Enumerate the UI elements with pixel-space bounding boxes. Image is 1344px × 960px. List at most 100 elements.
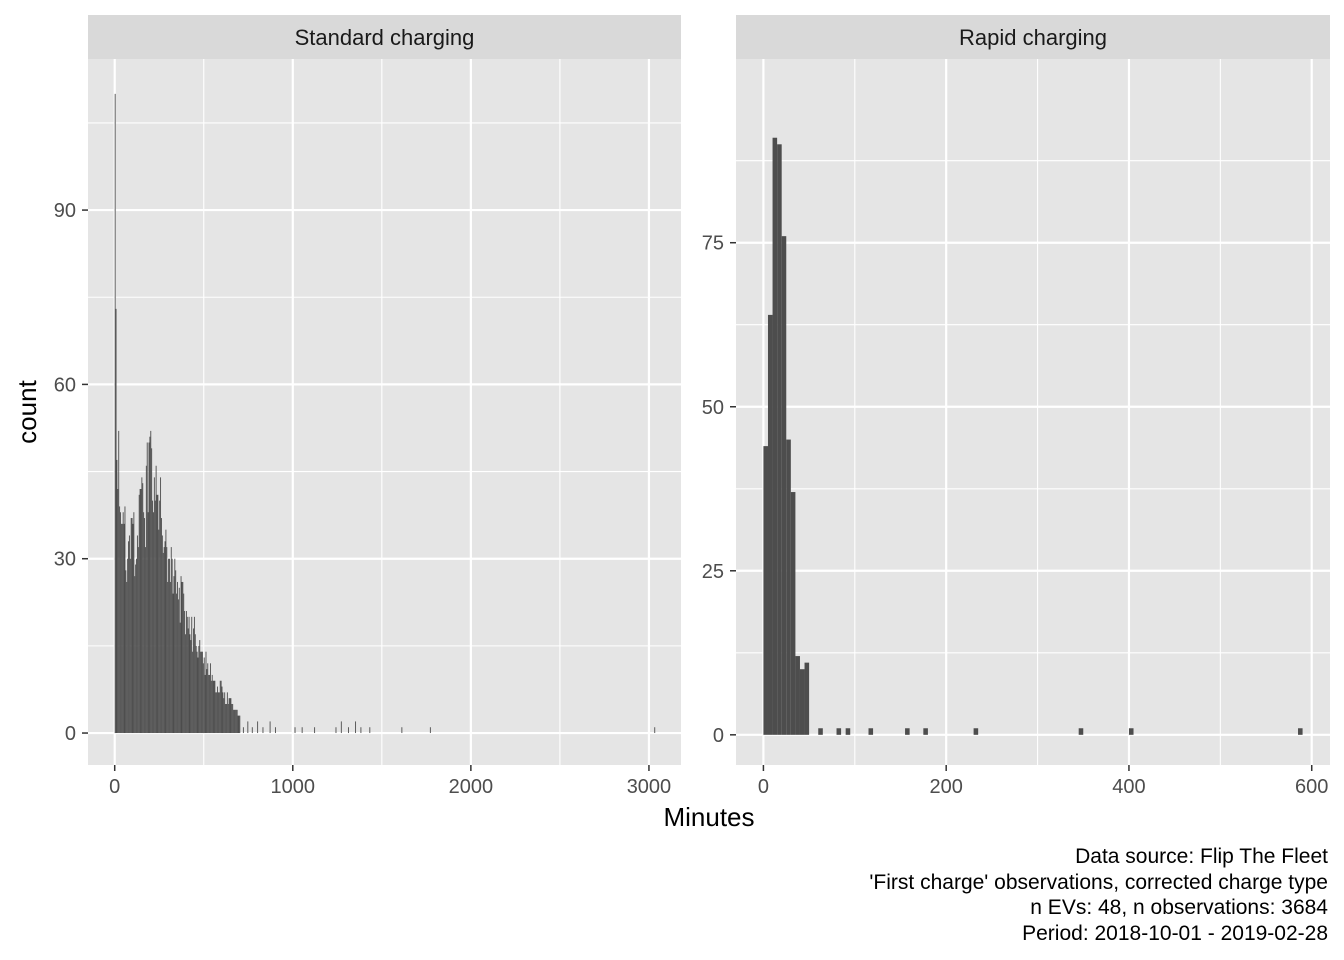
histogram-bar bbox=[137, 547, 139, 734]
histogram-bar bbox=[168, 558, 170, 734]
histogram-bar bbox=[347, 727, 349, 734]
histogram-bar bbox=[125, 570, 127, 734]
histogram-bar bbox=[169, 581, 171, 734]
histogram-bar bbox=[360, 727, 362, 734]
x-tick-label: 1000 bbox=[271, 776, 316, 798]
histogram-bar bbox=[130, 518, 132, 734]
histogram-bar bbox=[187, 628, 189, 734]
histogram-bar bbox=[204, 674, 206, 734]
histogram-bar bbox=[232, 703, 234, 734]
histogram-bar bbox=[140, 488, 142, 734]
histogram-bar bbox=[269, 721, 271, 734]
histogram-bar bbox=[164, 541, 166, 734]
histogram-bar bbox=[218, 692, 220, 734]
histogram-bar bbox=[227, 703, 229, 734]
histogram-bar bbox=[180, 576, 182, 734]
histogram-bar bbox=[221, 686, 223, 734]
caption-line: 'First charge' observations, corrected c… bbox=[869, 870, 1328, 894]
histogram-bar bbox=[214, 680, 216, 734]
histogram-bar bbox=[198, 645, 200, 734]
histogram-bar bbox=[167, 581, 169, 734]
histogram-bar bbox=[401, 727, 403, 734]
histogram-bar bbox=[314, 727, 316, 734]
histogram-bar bbox=[429, 727, 431, 734]
histogram-bar bbox=[182, 581, 184, 734]
histogram-bar bbox=[136, 558, 137, 734]
histogram-bar bbox=[202, 663, 204, 734]
histogram-bar bbox=[147, 512, 149, 734]
histogram-bar bbox=[247, 721, 249, 734]
histogram-bar bbox=[145, 465, 147, 734]
histogram-bar bbox=[215, 692, 217, 734]
histogram-bar bbox=[213, 680, 215, 734]
histogram-bar bbox=[169, 558, 170, 734]
histogram-bar bbox=[188, 616, 190, 734]
histogram-bar bbox=[234, 709, 235, 734]
histogram-bar bbox=[154, 500, 156, 734]
histogram-bar bbox=[340, 721, 342, 734]
histogram-bar bbox=[196, 651, 198, 734]
histogram-bar bbox=[836, 728, 842, 735]
histogram-bar bbox=[237, 715, 239, 734]
histogram-bar bbox=[139, 488, 141, 734]
histogram-bar bbox=[153, 477, 155, 734]
histogram-bar bbox=[1128, 728, 1134, 735]
x-axis-title: Minutes bbox=[663, 802, 754, 832]
x-tick-label: 3000 bbox=[627, 776, 672, 798]
histogram-bar bbox=[799, 669, 805, 735]
histogram-bar bbox=[251, 727, 253, 734]
histogram-bar bbox=[233, 709, 235, 734]
histogram-bar bbox=[201, 651, 203, 734]
caption-line: n EVs: 48, n observations: 3684 bbox=[1030, 896, 1328, 919]
histogram-bar bbox=[148, 442, 150, 734]
histogram-bar bbox=[192, 651, 194, 734]
histogram-bar bbox=[194, 634, 196, 734]
caption-line: Period: 2018-10-01 - 2019-02-28 bbox=[1022, 921, 1328, 945]
histogram-bar bbox=[178, 587, 180, 734]
histogram-bar bbox=[191, 616, 193, 734]
histogram-bar bbox=[209, 663, 211, 734]
y-tick-label: 0 bbox=[713, 725, 724, 747]
histogram-bar bbox=[185, 634, 186, 734]
histogram-bar bbox=[239, 715, 241, 734]
y-tick-label: 0 bbox=[65, 723, 76, 745]
histogram-bar bbox=[166, 547, 168, 734]
histogram-bar bbox=[184, 611, 186, 734]
histogram-bar bbox=[115, 308, 117, 734]
histogram-bar bbox=[223, 698, 225, 734]
histogram-bar bbox=[163, 547, 165, 734]
histogram-bar bbox=[177, 581, 178, 734]
histogram-bar bbox=[126, 581, 128, 734]
histogram-bar bbox=[176, 593, 178, 734]
histogram-bar bbox=[222, 692, 224, 734]
histogram-bar bbox=[905, 728, 910, 735]
histogram-bar bbox=[242, 727, 244, 734]
histogram-bar bbox=[128, 535, 130, 734]
histogram-bar bbox=[185, 611, 187, 734]
x-tick-label: 400 bbox=[1112, 776, 1145, 798]
histogram-bar bbox=[143, 512, 145, 734]
histogram-bar bbox=[845, 728, 851, 735]
histogram-bar bbox=[121, 523, 123, 734]
histogram-bar bbox=[199, 640, 201, 734]
histogram-bar bbox=[175, 570, 177, 734]
histogram-bar bbox=[152, 512, 154, 734]
histogram-bar bbox=[973, 728, 979, 735]
histogram-bar bbox=[161, 535, 163, 734]
histogram-bar bbox=[144, 547, 146, 734]
histogram-bar bbox=[159, 500, 161, 734]
histogram-bar bbox=[127, 558, 129, 734]
histogram-bar bbox=[141, 477, 143, 734]
histogram-bar bbox=[165, 529, 167, 734]
x-tick-label: 600 bbox=[1295, 776, 1328, 798]
y-tick-label: 75 bbox=[702, 233, 724, 255]
histogram-bar bbox=[170, 547, 172, 734]
histogram-bar bbox=[206, 669, 208, 734]
x-tick-label: 0 bbox=[758, 776, 769, 798]
histogram-bar bbox=[160, 477, 162, 734]
histogram-bar bbox=[173, 576, 175, 734]
histogram-bar bbox=[335, 727, 337, 734]
histogram-bar bbox=[355, 721, 357, 734]
histogram-bar bbox=[120, 512, 121, 734]
